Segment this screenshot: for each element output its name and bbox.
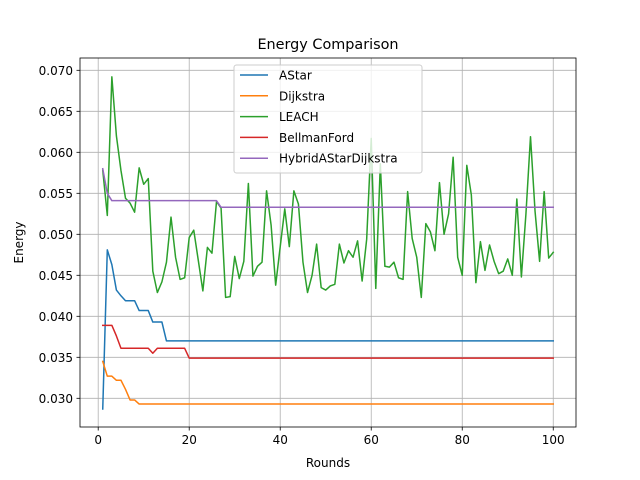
plot-frame [79, 57, 577, 428]
series-line-dijkstra [101, 360, 554, 405]
y-tick-label: 0.045 [39, 269, 73, 283]
series-line-leach [101, 76, 555, 299]
x-tick-label: 0 [94, 433, 102, 447]
legend-label: Dijkstra [279, 89, 325, 103]
y-axis-label: Energy [12, 221, 26, 263]
x-tick-label: 100 [542, 433, 565, 447]
x-tick-label: 60 [364, 433, 379, 447]
legend-label: HybridAStarDijkstra [279, 152, 398, 166]
y-tick-label: 0.065 [39, 105, 73, 119]
legend-label: AStar [279, 69, 312, 83]
y-tick-label: 0.040 [39, 310, 73, 324]
x-tick-label: 80 [455, 433, 470, 447]
y-tick-label: 0.055 [39, 187, 73, 201]
y-tick-label: 0.060 [39, 146, 73, 160]
y-tick-label: 0.030 [39, 392, 73, 406]
series-layer [101, 76, 555, 410]
chart-title: Energy Comparison [257, 37, 398, 53]
y-axis-ticks: 0.030 0.035 0.040 0.045 0.050 0.055 0.060 0.065… [39, 64, 80, 406]
y-tick-label: 0.070 [39, 64, 73, 78]
series-line-astar [101, 249, 554, 410]
x-axis-label: Rounds [306, 456, 350, 470]
y-tick-label: 0.035 [39, 351, 73, 365]
legend-label: BellmanFord [279, 131, 354, 145]
legend-label: LEACH [279, 110, 319, 124]
series-line-hybrid-astar-dijkstra [101, 167, 554, 208]
legend-box [233, 64, 423, 174]
legend-entries: AStar Dijkstra LEACH BellmanFord HybridAStar… [240, 69, 398, 166]
x-tick-label: 40 [273, 433, 288, 447]
series-line-bellman-ford [102, 324, 554, 359]
x-axis-ticks: 0 20 40 60 80 100 [94, 427, 565, 447]
y-tick-label: 0.050 [39, 228, 73, 242]
x-tick-label: 20 [182, 433, 197, 447]
legend: AStar Dijkstra LEACH BellmanFord HybridAStar… [233, 64, 423, 174]
